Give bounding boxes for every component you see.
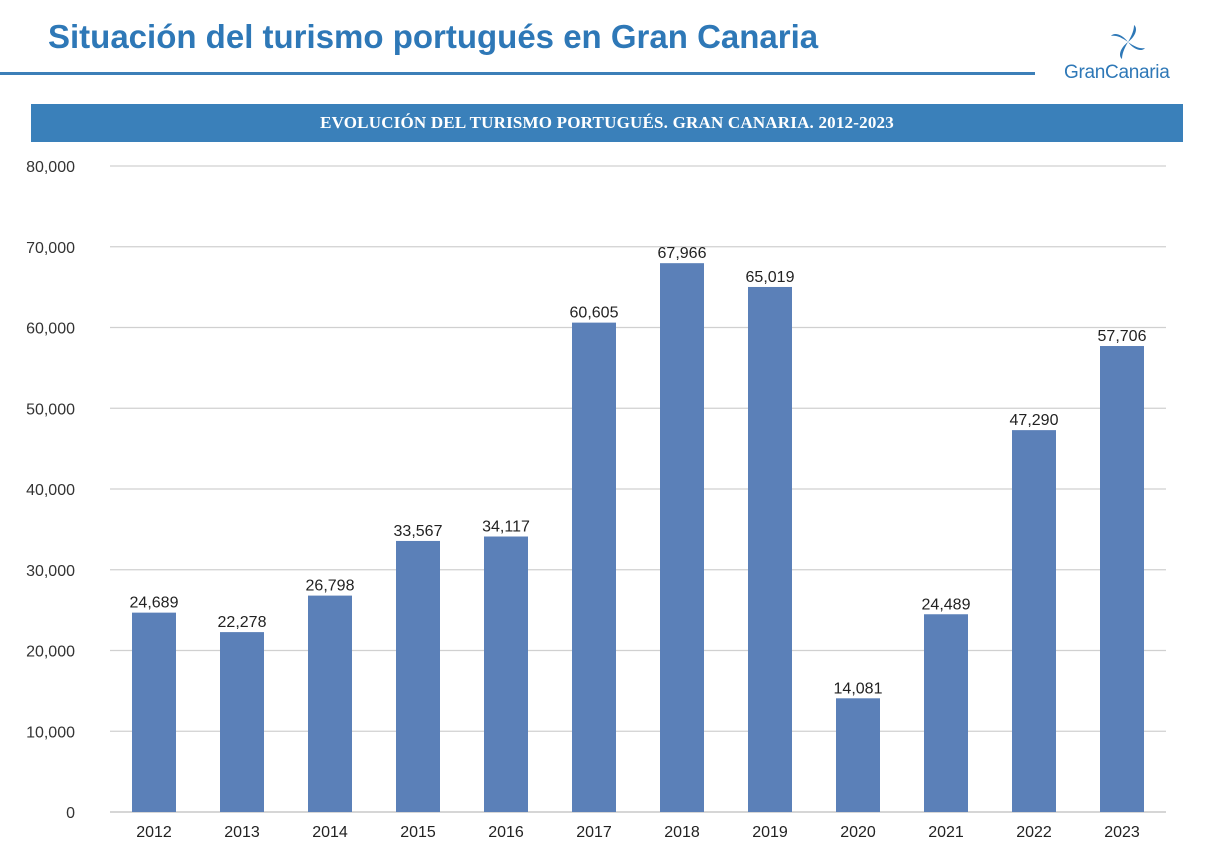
data-label: 33,567: [394, 523, 443, 540]
x-tick-label: 2014: [312, 824, 348, 841]
x-tick-label: 2019: [752, 824, 788, 841]
y-tick-label: 70,000: [26, 240, 75, 257]
data-label: 14,081: [834, 680, 883, 697]
x-tick-label: 2016: [488, 824, 524, 841]
data-label: 57,706: [1098, 328, 1147, 345]
title-divider: [0, 72, 1035, 75]
gran-canaria-logo: GranCanaria: [1060, 20, 1200, 85]
x-tick-label: 2013: [224, 824, 260, 841]
bar-2022: [1012, 430, 1056, 812]
chart-title-banner: EVOLUCIÓN DEL TURISMO PORTUGUÉS. GRAN CA…: [31, 104, 1183, 142]
data-label: 24,689: [130, 595, 179, 612]
y-tick-label: 20,000: [26, 644, 75, 661]
gridlines: [110, 165, 1166, 813]
bar-2019: [748, 286, 792, 812]
y-tick-label: 60,000: [26, 321, 75, 338]
x-tick-label: 2018: [664, 824, 700, 841]
pinwheel-logo-icon: [1111, 25, 1145, 59]
x-tick-label: 2022: [1016, 824, 1052, 841]
x-tick-label: 2023: [1104, 824, 1140, 841]
bar-chart: 0 10,000 20,000 30,000 40,000 50,000 60,000 70,…: [26, 159, 1166, 841]
x-tick-label: 2021: [928, 824, 964, 841]
y-tick-label: 0: [66, 805, 75, 822]
x-tick-label: 2015: [400, 824, 436, 841]
y-tick-label: 30,000: [26, 563, 75, 580]
data-label: 47,290: [1010, 412, 1059, 429]
logo-text: GranCanaria: [1064, 62, 1170, 83]
x-tick-label: 2020: [840, 824, 876, 841]
data-label: 24,489: [922, 596, 971, 613]
labels: 0 10,000 20,000 30,000 40,000 50,000 60,000 70,…: [26, 159, 1147, 841]
y-tick-label: 50,000: [26, 401, 75, 418]
data-label: 34,117: [482, 519, 530, 536]
data-label: 65,019: [746, 269, 795, 286]
data-label: 22,278: [218, 614, 267, 631]
bar-2012: [132, 612, 176, 812]
y-tick-label: 10,000: [26, 724, 75, 741]
bar-2013: [220, 632, 264, 812]
y-tick-label: 80,000: [26, 159, 75, 176]
y-tick-label: 40,000: [26, 482, 75, 499]
bars: [132, 263, 1144, 812]
bar-2016: [484, 536, 528, 812]
bar-2020: [836, 698, 880, 812]
bar-2023: [1100, 346, 1144, 812]
bar-2015: [396, 540, 440, 812]
bar-2014: [308, 595, 352, 812]
data-label: 60,605: [570, 305, 619, 322]
bar-2021: [924, 614, 968, 812]
bar-2018: [660, 263, 704, 812]
x-tick-label: 2017: [576, 824, 612, 841]
x-tick-label: 2012: [136, 824, 172, 841]
data-label: 26,798: [306, 578, 355, 595]
bar-2017: [572, 322, 616, 812]
data-label: 67,966: [658, 245, 707, 262]
page-title: Situación del turismo portugués en Gran …: [48, 18, 819, 55]
